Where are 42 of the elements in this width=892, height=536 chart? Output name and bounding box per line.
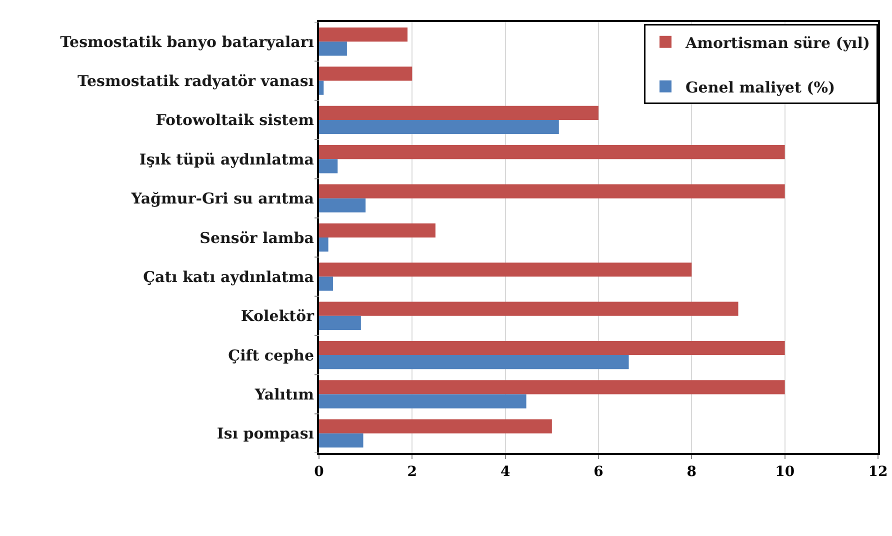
bar xyxy=(319,27,408,42)
bar xyxy=(319,42,347,56)
y-tick-label: Tesmostatik banyo bataryaları xyxy=(60,32,314,51)
x-tick-label: 0 xyxy=(314,464,324,480)
bar xyxy=(319,238,328,252)
legend-label: Amortisman süre (yıl) xyxy=(684,34,870,52)
bar xyxy=(319,316,361,330)
x-tick-label: 2 xyxy=(407,464,418,480)
y-tick-label: Işık tüpü aydınlatma xyxy=(139,150,314,168)
legend-label: Genel maliyet (%) xyxy=(686,78,836,96)
x-tick-label: 6 xyxy=(594,464,604,480)
bar xyxy=(319,184,785,198)
bar xyxy=(319,355,629,370)
y-tick-label: Tesmostatik radyatör vanası xyxy=(78,72,314,90)
y-tick-label: Isı pompası xyxy=(216,424,314,443)
bar xyxy=(319,120,559,134)
bar xyxy=(319,302,738,316)
y-tick-label: Sensör lamba xyxy=(200,228,314,247)
bar xyxy=(319,145,785,160)
x-tick-label: 8 xyxy=(686,464,697,480)
y-tick-label: Çift cephe xyxy=(228,346,314,364)
y-tick-label: Fotowoltaik sistem xyxy=(156,111,314,130)
x-tick-label: 12 xyxy=(868,464,888,480)
bar xyxy=(319,262,692,277)
x-tick-label: 10 xyxy=(775,464,795,480)
bar xyxy=(319,80,324,95)
bar xyxy=(319,276,333,291)
bar xyxy=(319,106,598,120)
bar xyxy=(319,394,526,408)
bar xyxy=(319,159,338,174)
y-tick-label: Yalıtım xyxy=(254,385,314,404)
x-tick-label: 4 xyxy=(500,464,510,480)
bar xyxy=(319,380,785,394)
bar xyxy=(319,223,436,238)
y-tick-label: Çatı katı aydınlatma xyxy=(143,268,314,286)
y-tick-label: Kolektör xyxy=(240,307,316,326)
bar xyxy=(319,433,364,448)
bar xyxy=(319,198,366,212)
bar xyxy=(319,66,412,81)
bar xyxy=(319,340,785,356)
bar xyxy=(319,419,552,434)
y-tick-label: Yağmur-Gri su arıtma xyxy=(130,190,314,208)
